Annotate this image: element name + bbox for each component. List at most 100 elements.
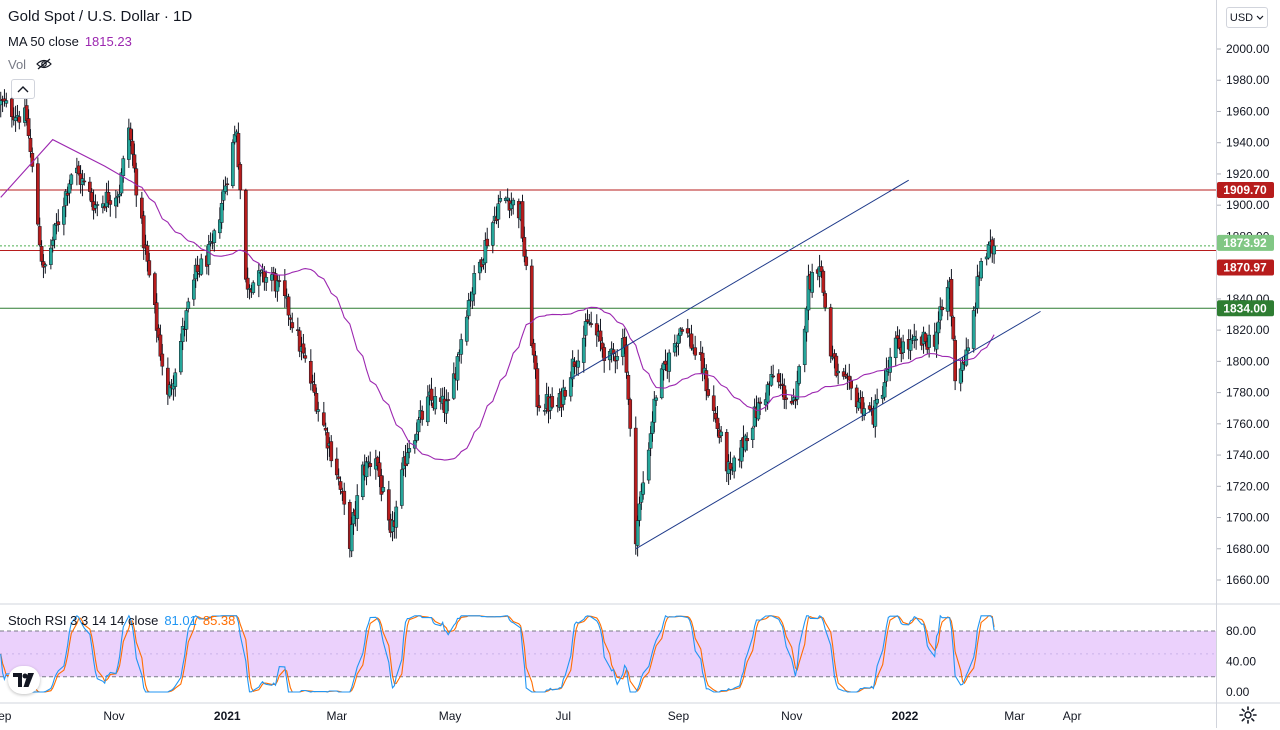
candle-body [633, 427, 638, 545]
candle-body [338, 481, 343, 490]
candle-body [377, 462, 382, 477]
candle-body [82, 180, 87, 183]
candle-body [221, 189, 226, 201]
candle-body [314, 393, 319, 412]
candle-body [758, 401, 763, 404]
candle-body [269, 274, 274, 281]
candle-body [225, 183, 230, 186]
candle-body [36, 163, 40, 225]
candle-body [979, 261, 983, 279]
stoch-label: Stoch RSI 3 3 14 14 close [8, 613, 159, 628]
candle-body [173, 372, 178, 387]
candle-body [964, 349, 969, 366]
candle-body [50, 240, 55, 246]
level-price-label: 1873.92 [1223, 236, 1267, 250]
time-tick-label: Mar [326, 709, 347, 723]
candle-body [212, 230, 217, 243]
candle-body [626, 374, 631, 400]
tradingview-logo[interactable] [8, 666, 40, 694]
candle-body [693, 347, 698, 356]
level-price-label: 1909.70 [1223, 183, 1267, 197]
candle-body [355, 495, 360, 519]
candle-body [364, 461, 369, 478]
candle-body [676, 334, 681, 344]
candle-body [784, 397, 789, 400]
price-tick-label: 1680.00 [1226, 542, 1270, 556]
time-tick-label: Sep [0, 709, 12, 723]
currency-selector[interactable]: USD [1226, 7, 1268, 28]
candle-body [901, 341, 905, 353]
candle-body [949, 279, 954, 317]
candle-body [334, 458, 339, 476]
candle-body [416, 419, 421, 433]
candle-body [823, 293, 828, 308]
candle-body [908, 339, 913, 351]
price-tick-label: 1740.00 [1226, 448, 1270, 462]
candle-body [635, 520, 640, 546]
candle-body [349, 524, 354, 552]
time-tick-label: Apr [1063, 709, 1082, 723]
price-tick-label: 1820.00 [1226, 323, 1270, 337]
candle-body [975, 276, 980, 309]
candle-body [62, 206, 66, 225]
candle-body [689, 333, 694, 349]
candle-body [771, 375, 776, 378]
candle-body [140, 197, 144, 219]
candle-body [429, 388, 434, 401]
candle-body [466, 300, 471, 317]
candle-body [819, 266, 824, 272]
candle-body [602, 347, 607, 361]
candle-body [958, 368, 963, 384]
stoch-band [0, 630, 1216, 678]
candle-body [715, 417, 720, 429]
candle-body [652, 398, 657, 423]
candle-body [674, 345, 679, 348]
candle-body [206, 244, 211, 265]
collapse-legend-button[interactable] [11, 79, 35, 99]
eye-off-icon[interactable] [35, 58, 52, 73]
candle-body [245, 277, 250, 290]
candle-body [128, 128, 133, 141]
candle-body [342, 490, 347, 505]
candle-body [789, 400, 794, 404]
level-price-tag [1217, 182, 1274, 199]
candle-body [672, 343, 677, 353]
candle-body [405, 452, 410, 465]
candle-body [728, 462, 733, 470]
level-price-label: 1834.00 [1223, 301, 1267, 315]
candle-body [178, 341, 183, 373]
time-tick-label: Nov [103, 709, 124, 723]
candle-body [451, 373, 456, 399]
vol-label: Vol [8, 57, 27, 72]
stoch-k-value: 81.01 [164, 613, 197, 628]
candle-body [247, 288, 252, 290]
candle-body [41, 261, 46, 268]
candle-body [732, 457, 737, 472]
candle-body [301, 343, 306, 354]
trend-lines [570, 179, 1041, 550]
candle-body [154, 302, 159, 331]
candle-body [795, 381, 800, 400]
trend-line [635, 310, 1041, 550]
price-tick-label: 1780.00 [1226, 386, 1270, 400]
candle-body [381, 487, 386, 492]
candle-body [95, 204, 100, 206]
candle-body [485, 238, 490, 247]
candle-body [394, 506, 399, 528]
candle-body [598, 330, 603, 342]
settings-gear-icon[interactable] [1238, 705, 1258, 725]
candle-body [455, 356, 460, 381]
candle-body [56, 221, 61, 226]
candle-body [308, 361, 313, 384]
candle-body [145, 245, 150, 262]
candle-body [648, 433, 653, 449]
candle-body [719, 431, 724, 437]
candle-body [511, 199, 516, 206]
price-tick-label: 1960.00 [1226, 104, 1270, 118]
candle-body [323, 427, 328, 431]
candle-body [88, 181, 92, 192]
candle-body [951, 316, 956, 340]
ma-label: MA 50 close [8, 34, 79, 49]
